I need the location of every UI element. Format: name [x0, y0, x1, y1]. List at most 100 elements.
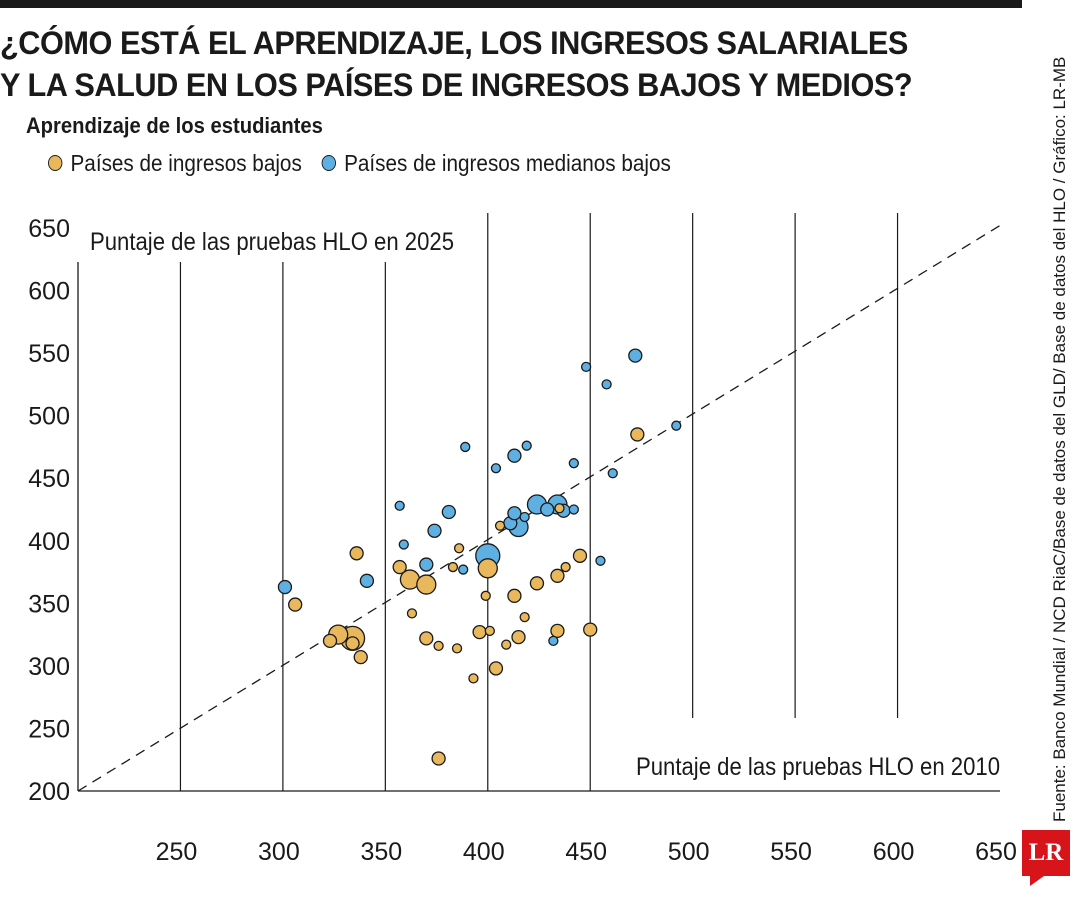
point-low-income-22	[488, 661, 504, 676]
point-low-income-30	[550, 623, 565, 639]
point-lower-middle-income-13	[507, 448, 522, 463]
x-tick-450: 450	[565, 838, 607, 866]
point-low-income-17	[468, 673, 479, 684]
point-lower-middle-income-29	[671, 420, 682, 431]
point-lower-middle-income-12	[507, 506, 522, 521]
legend-item-low-income: Países de ingresos bajos	[48, 148, 302, 178]
point-lower-middle-income-4	[419, 557, 434, 572]
point-low-income-13	[431, 751, 446, 766]
x-tick-500: 500	[668, 838, 710, 866]
scatter-chart: 200 250 300 350 400 450 500 550 600 650 250 300 350…	[28, 213, 1017, 866]
point-low-income-20	[477, 558, 498, 579]
point-lower-middle-income-26	[601, 379, 612, 390]
x-tick-600: 600	[873, 838, 915, 866]
y-tick-400: 400	[28, 528, 70, 556]
y-tick-350: 350	[28, 590, 70, 618]
x-tick-350: 350	[360, 838, 402, 866]
point-lower-middle-income-1	[359, 573, 375, 588]
point-lower-middle-income-8	[460, 441, 471, 453]
point-lower-middle-income-2	[394, 500, 405, 511]
x-tick-550: 550	[770, 838, 812, 866]
point-low-income-15	[451, 643, 463, 654]
point-low-income-1	[322, 633, 338, 649]
point-low-income-33	[572, 548, 588, 563]
chart-subtitle: Aprendizaje de los estudiantes	[26, 113, 323, 138]
point-low-income-19	[480, 590, 491, 601]
point-low-income-24	[501, 639, 512, 650]
source-credit: Fuente: Banco Mundial / NCD RiaC/Base de…	[1050, 56, 1069, 822]
point-low-income-6	[353, 649, 368, 665]
point-low-income-35	[630, 427, 645, 442]
x-axis-label: Puntaje de las pruebas HLO en 2010	[636, 753, 1000, 781]
legend-label-low-income: Países de ingresos bajos	[70, 150, 302, 176]
point-low-income-28	[529, 576, 545, 591]
legend-label-lower-middle-income: Países de ingresos medianos bajos	[344, 150, 671, 176]
point-lower-middle-income-18	[540, 502, 555, 517]
y-tick-600: 600	[28, 278, 70, 306]
point-lower-middle-income-5	[427, 523, 442, 538]
point-lower-middle-income-28	[628, 348, 643, 363]
reference-diagonal-line	[77, 224, 1001, 792]
point-low-income-25	[507, 588, 522, 603]
page-title: ¿CÓMO ESTÁ EL APRENDIZAJE, LOS INGRESOS …	[0, 22, 989, 106]
point-lower-middle-income-3	[398, 539, 409, 550]
point-low-income-26	[511, 629, 526, 645]
x-tick-250: 250	[156, 838, 198, 866]
point-low-income-5	[349, 546, 364, 561]
title-line-2: Y LA SALUD EN LOS PAÍSES DE INGRESOS BAJ…	[0, 67, 913, 103]
point-low-income-16	[453, 543, 465, 554]
point-lower-middle-income-19	[548, 635, 559, 647]
legend-item-lower-middle-income: Países de ingresos medianos bajos	[321, 148, 671, 178]
point-lower-middle-income-7	[458, 564, 469, 575]
point-low-income-32	[560, 561, 571, 573]
point-lower-middle-income-27	[607, 468, 618, 479]
data-points	[277, 348, 682, 766]
point-low-income-27	[519, 611, 530, 623]
top-rule	[0, 0, 1022, 8]
point-lower-middle-income-16	[521, 440, 532, 451]
point-low-income-10	[419, 631, 434, 646]
point-low-income-23	[494, 520, 506, 531]
point-lower-middle-income-15	[519, 511, 530, 523]
title-line-1: ¿CÓMO ESTÁ EL APRENDIZAJE, LOS INGRESOS …	[0, 25, 908, 61]
y-tick-500: 500	[28, 403, 70, 431]
x-tick-650: 650	[975, 838, 1017, 866]
point-low-income-18	[472, 624, 487, 640]
point-lower-middle-income-10	[490, 463, 502, 474]
point-low-income-34	[583, 622, 598, 637]
point-low-income-29	[550, 568, 565, 583]
y-tick-450: 450	[28, 465, 70, 493]
point-low-income-21	[484, 625, 495, 637]
point-low-income-14	[447, 561, 459, 573]
y-tick-650: 650	[28, 215, 70, 243]
grid-lines	[179, 213, 899, 791]
point-lower-middle-income-22	[568, 504, 579, 515]
point-lower-middle-income-23	[568, 458, 579, 469]
point-lower-middle-income-24	[580, 361, 592, 373]
brand-logo-box: LR	[1022, 830, 1070, 876]
point-low-income-12	[433, 640, 444, 652]
y-tick-300: 300	[28, 653, 70, 681]
legend: Países de ingresos bajos Países de ingre…	[48, 148, 691, 178]
y-tick-550: 550	[28, 340, 70, 368]
ylabel-background	[84, 222, 464, 260]
x-tick-labels: 250 300 350 400 450 500 550 600 650	[156, 838, 1017, 866]
point-low-income-11	[416, 574, 437, 595]
brand-logo: LR	[1022, 830, 1070, 886]
point-low-income-9	[406, 608, 418, 619]
point-lower-middle-income-0	[277, 579, 293, 595]
y-axis-label: Puntaje de las pruebas HLO en 2025	[90, 228, 454, 256]
y-tick-200: 200	[28, 778, 70, 806]
xlabel-background	[628, 746, 1002, 784]
point-lower-middle-income-6	[441, 504, 456, 520]
brand-logo-tail-icon	[1030, 876, 1044, 886]
legend-dot-low-income-icon	[48, 155, 63, 171]
point-low-income-31	[554, 503, 565, 514]
point-low-income-0	[288, 597, 303, 612]
y-tick-250: 250	[28, 715, 70, 743]
legend-dot-lower-middle-income-icon	[321, 155, 336, 171]
point-low-income-4	[345, 636, 360, 651]
point-low-income-7	[392, 559, 407, 575]
x-tick-400: 400	[463, 838, 505, 866]
x-tick-300: 300	[258, 838, 300, 866]
